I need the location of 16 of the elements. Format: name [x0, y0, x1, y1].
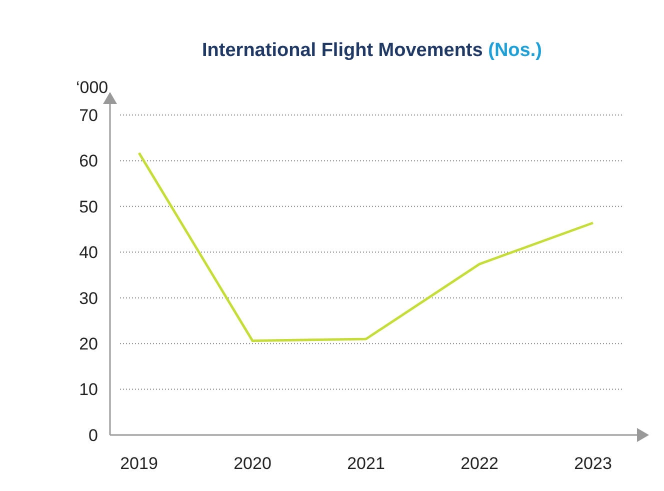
y-tick-label: 60 — [79, 152, 98, 171]
y-tick-label: 0 — [88, 426, 98, 445]
x-tick-label: 2021 — [347, 454, 385, 473]
x-tick-label: 2023 — [574, 454, 612, 473]
y-tick-label: 10 — [79, 380, 98, 400]
y-axis-title: ‘000 — [76, 78, 108, 97]
chart-title: International Flight Movements (Nos.) — [202, 40, 542, 61]
y-tick-label: 30 — [79, 288, 98, 308]
x-tick-label: 2022 — [460, 454, 498, 473]
y-tick-label: 70 — [79, 106, 98, 125]
y-tick-label: 20 — [79, 334, 98, 354]
y-tick-label: 50 — [79, 197, 98, 216]
y-tick-label: 40 — [79, 243, 98, 262]
x-tick-label: 2019 — [120, 454, 158, 473]
x-tick-label: 2020 — [234, 454, 272, 473]
line-series — [138, 152, 594, 342]
